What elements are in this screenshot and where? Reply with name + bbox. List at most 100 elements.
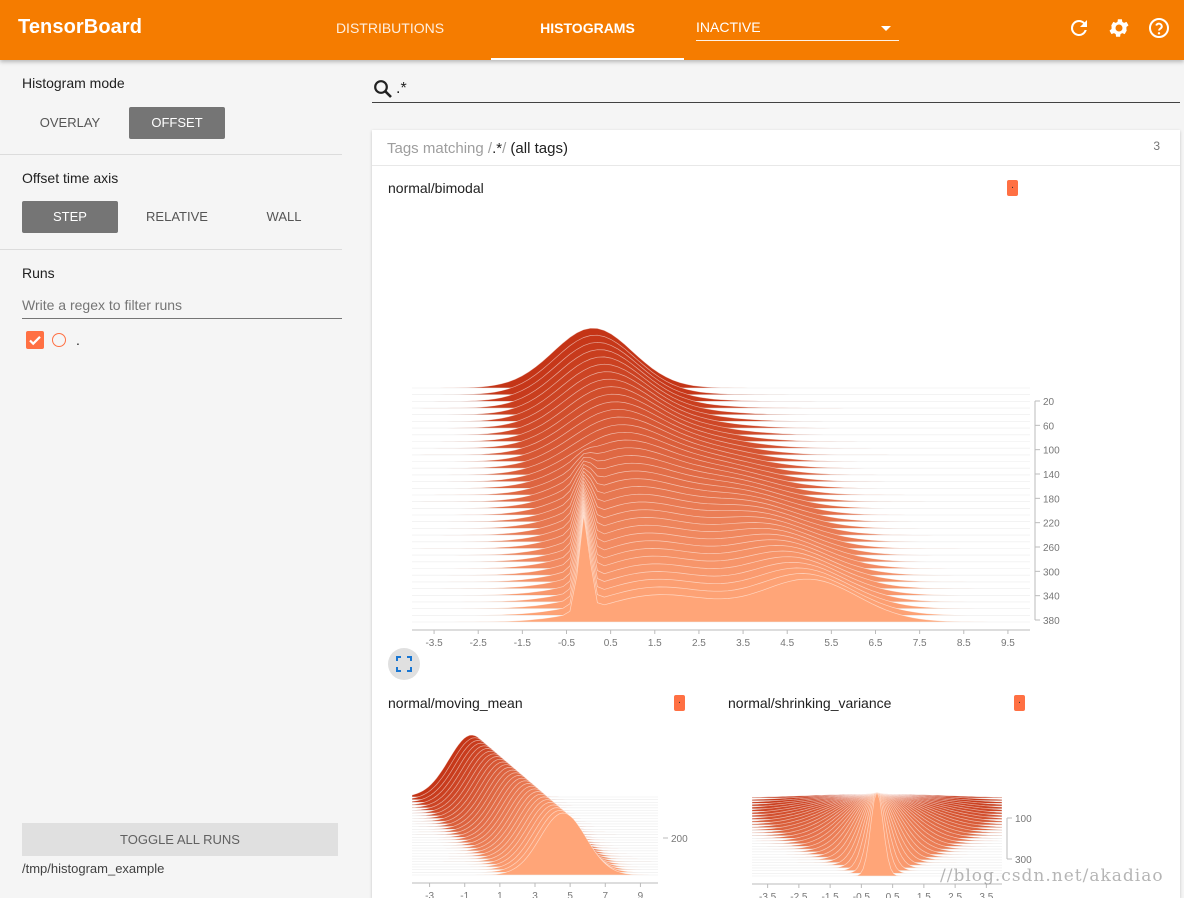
histogram-slice <box>412 512 1030 616</box>
histogram-slice <box>412 515 1030 623</box>
tab-histograms[interactable]: HISTOGRAMS <box>491 0 684 60</box>
histogram-mode-title: Histogram mode <box>22 75 125 91</box>
search-icon <box>374 80 392 98</box>
histogram-chart-shrinking-variance: -3.5 -2.5 -1.5 -0.5 0.5 1.5 2.5 3.5 100 300 <box>751 790 1032 898</box>
histogram-slice <box>412 509 1030 609</box>
run-checkbox[interactable] <box>26 331 44 349</box>
histogram-slice <box>412 327 1030 389</box>
tags-matching-regex: .* <box>492 140 503 157</box>
histogram-slice <box>412 812 658 876</box>
offset-button[interactable]: OFFSET <box>129 107 225 139</box>
run-color-radio[interactable] <box>52 333 66 347</box>
y-tick-label: 100 <box>1015 814 1032 825</box>
x-tick-label: 3.5 <box>736 638 750 649</box>
y-tick-label: 220 <box>1043 519 1060 530</box>
divider <box>0 154 342 155</box>
x-tick-label: -1.5 <box>514 638 532 649</box>
y-tick-label: 300 <box>1043 567 1060 578</box>
x-tick-label: 9.5 <box>1001 638 1015 649</box>
tab-distributions[interactable]: DISTRIBUTIONS <box>335 20 445 36</box>
runs-title: Runs <box>22 265 55 281</box>
top-app-bar: TensorBoard DISTRIBUTIONS HISTOGRAMS INA… <box>0 0 1184 60</box>
tags-matching-all: (all tags) <box>510 140 568 157</box>
caret-down-icon <box>881 26 891 31</box>
x-tick-label: 4.5 <box>780 638 794 649</box>
y-tick-label: 380 <box>1043 616 1060 627</box>
x-tick-label: -3.5 <box>425 638 443 649</box>
check-icon <box>29 336 41 346</box>
tag-filter-input[interactable]: .* <box>372 76 1180 103</box>
chart-title-shrinking-variance: normal/shrinking_variance <box>728 695 892 711</box>
run-name: . <box>76 332 80 348</box>
overlay-button[interactable]: OVERLAY <box>39 115 101 130</box>
y-tick-label: 340 <box>1043 592 1060 603</box>
x-tick-label: -1.5 <box>822 892 840 898</box>
x-tick-label: -2.5 <box>790 892 808 898</box>
logdir-path: /tmp/histogram_example <box>22 861 165 876</box>
x-tick-label: -3.5 <box>759 892 777 898</box>
x-tick-label: 7.5 <box>913 638 927 649</box>
x-tick-label: -1 <box>460 891 469 898</box>
run-badge: . <box>1014 695 1025 711</box>
fullscreen-icon <box>396 656 412 672</box>
x-tick-label: 0.5 <box>604 638 618 649</box>
histogram-slice <box>412 470 1030 529</box>
chart-title-bimodal: normal/bimodal <box>388 180 484 196</box>
help-icon[interactable] <box>1147 16 1171 40</box>
x-tick-label: -0.5 <box>558 638 576 649</box>
toggle-all-runs-button[interactable]: TOGGLE ALL RUNS <box>22 823 338 856</box>
step-button[interactable]: STEP <box>22 201 118 233</box>
divider <box>0 249 342 250</box>
x-tick-label: 7 <box>603 891 609 898</box>
histogram-slice <box>412 506 1030 603</box>
x-tick-label: 3.5 <box>979 892 993 898</box>
histogram-chart-moving-mean: -3 -1 1 3 5 7 9 200 <box>411 734 688 898</box>
histogram-slice <box>412 474 1030 536</box>
refresh-icon[interactable] <box>1067 16 1091 40</box>
x-tick-label: 5 <box>567 891 573 898</box>
tag-count: 3 <box>1153 139 1160 153</box>
histogram-slice <box>752 790 1002 877</box>
run-badge: . <box>674 695 685 711</box>
inactive-select-value: INACTIVE <box>696 19 761 35</box>
y-tick-label: 180 <box>1043 494 1060 505</box>
x-tick-label: 1 <box>497 891 503 898</box>
x-tick-label: 1.5 <box>648 638 662 649</box>
histogram-chart-bimodal: -3.5 -2.5 -1.5 -0.5 0.5 1.5 2.5 3.5 4.5 5.5 6.5 7.5… <box>412 327 1060 649</box>
y-tick-label: 300 <box>1015 855 1032 866</box>
y-tick-label: 60 <box>1043 421 1055 432</box>
tags-matching-label: Tags matching /.*/ (all tags) <box>387 140 568 157</box>
settings-icon[interactable] <box>1107 16 1131 40</box>
tag-group-header[interactable]: Tags matching /.*/ (all tags) 3 <box>372 130 1180 166</box>
histogram-slice <box>412 467 1030 523</box>
chart-title-moving-mean: normal/moving_mean <box>388 695 523 711</box>
tags-matching-prefix: Tags matching / <box>387 140 493 157</box>
run-filter-placeholder: Write a regex to filter runs <box>22 297 183 313</box>
tag-filter-value: .* <box>396 80 407 97</box>
x-tick-label: -3 <box>425 891 434 898</box>
x-tick-label: 2.5 <box>692 638 706 649</box>
inactive-plugins-dropdown[interactable]: INACTIVE <box>696 14 899 41</box>
relative-button[interactable]: RELATIVE <box>146 209 208 224</box>
x-tick-label: 6.5 <box>869 638 883 649</box>
x-tick-label: -2.5 <box>470 638 488 649</box>
run-filter-input[interactable]: Write a regex to filter runs <box>22 296 342 319</box>
x-tick-label: 3 <box>532 891 538 898</box>
x-tick-label: 0.5 <box>886 892 900 898</box>
y-tick-label: 100 <box>1043 446 1060 457</box>
x-tick-label: 2.5 <box>948 892 962 898</box>
y-tick-label: 20 <box>1043 397 1055 408</box>
expand-chart-button[interactable] <box>388 648 420 680</box>
y-tick-label: 200 <box>671 834 688 845</box>
histogram-slice <box>412 477 1030 543</box>
y-tick-label: 260 <box>1043 543 1060 554</box>
x-tick-label: -0.5 <box>853 892 871 898</box>
x-tick-label: 5.5 <box>824 638 838 649</box>
app-title: TensorBoard <box>18 16 143 38</box>
y-tick-label: 140 <box>1043 470 1060 481</box>
run-badge: . <box>1007 180 1018 196</box>
offset-time-axis-title: Offset time axis <box>22 170 119 186</box>
wall-button[interactable]: WALL <box>266 209 302 224</box>
x-tick-label: 8.5 <box>957 638 971 649</box>
watermark: //blog.csdn.net/akadiao <box>940 866 1164 886</box>
